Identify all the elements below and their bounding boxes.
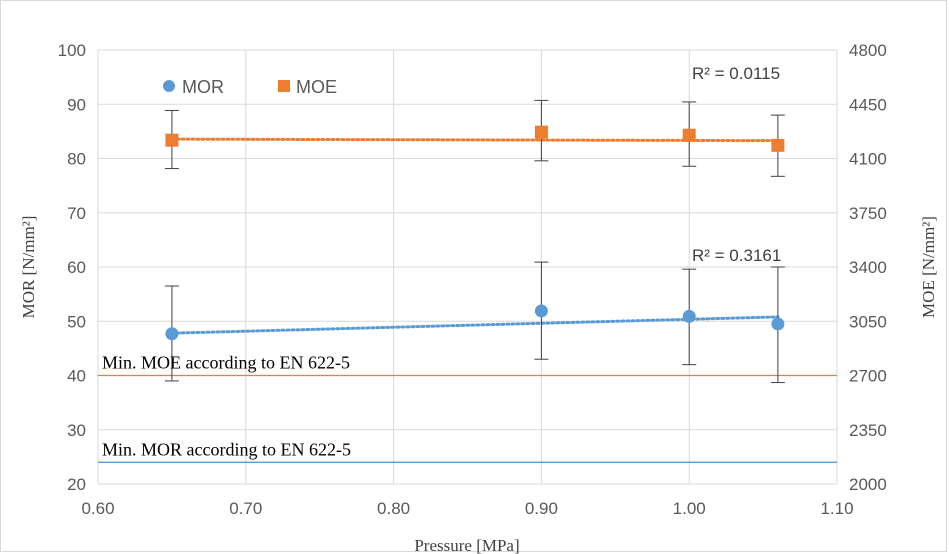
data-point xyxy=(682,128,696,142)
x-tick-label: 0.70 xyxy=(229,499,262,518)
reference-line-label: Min. MOE according to EN 622-5 xyxy=(102,353,350,373)
trendline-r2-label: R² = 0.3161 xyxy=(692,246,781,265)
data-point xyxy=(771,317,785,331)
data-point xyxy=(165,133,179,147)
data-point xyxy=(534,125,548,139)
y-left-tick-label: 50 xyxy=(67,312,86,331)
y-right-tick-label: 4100 xyxy=(849,150,887,169)
trendline-r2-label: R² = 0.0115 xyxy=(692,64,780,83)
data-point xyxy=(165,327,179,341)
trendline xyxy=(170,137,780,143)
x-tick-label: 0.80 xyxy=(377,499,410,518)
tick-labels: 20 2000 30 2350 40 2700 50 3050 60 3400 70 3750 80 41… xyxy=(58,41,887,518)
y-right-tick-label: 3750 xyxy=(849,204,887,223)
y-right-axis-title: MOE [N/mm²] xyxy=(919,216,938,318)
y-right-tick-label: 2000 xyxy=(849,475,887,494)
y-left-tick-label: 70 xyxy=(67,204,86,223)
trendline xyxy=(170,315,780,335)
data-points xyxy=(165,125,785,341)
y-left-tick-label: 20 xyxy=(67,475,86,494)
legend-marker xyxy=(163,80,175,92)
y-left-axis-title: MOR [N/mm²] xyxy=(19,216,38,319)
legend-label: MOR xyxy=(182,77,224,97)
x-tick-label: 1.00 xyxy=(673,499,706,518)
y-right-tick-label: 2350 xyxy=(849,421,887,440)
trendlines xyxy=(170,137,780,335)
legend-marker xyxy=(278,80,290,92)
y-left-tick-label: 60 xyxy=(67,258,86,277)
data-point xyxy=(534,304,548,318)
reference-line-label: Min. MOR according to EN 622-5 xyxy=(102,439,351,459)
x-tick-label: 0.90 xyxy=(525,499,558,518)
annotations: Min. MOE according to EN 622-5 Min. MOR a… xyxy=(19,64,938,554)
y-left-tick-label: 90 xyxy=(67,95,86,114)
grid-lines xyxy=(97,49,838,485)
y-right-tick-label: 4800 xyxy=(849,41,887,60)
y-left-tick-label: 100 xyxy=(58,41,86,60)
y-left-tick-label: 30 xyxy=(67,421,86,440)
y-left-tick-label: 40 xyxy=(67,367,86,386)
reference-lines xyxy=(98,374,837,463)
y-left-tick-label: 80 xyxy=(67,150,86,169)
x-axis-title: Pressure [MPa] xyxy=(414,536,519,554)
y-right-tick-label: 4450 xyxy=(849,95,887,114)
y-right-tick-label: 3050 xyxy=(849,312,887,331)
data-point xyxy=(771,138,785,152)
legend-label: MOE xyxy=(296,77,337,97)
y-right-tick-label: 2700 xyxy=(849,367,887,386)
x-tick-label: 1.10 xyxy=(820,499,853,518)
y-right-tick-label: 3400 xyxy=(849,258,887,277)
data-point xyxy=(682,309,696,323)
error-bars xyxy=(164,99,785,384)
x-tick-label: 0.60 xyxy=(81,499,114,518)
